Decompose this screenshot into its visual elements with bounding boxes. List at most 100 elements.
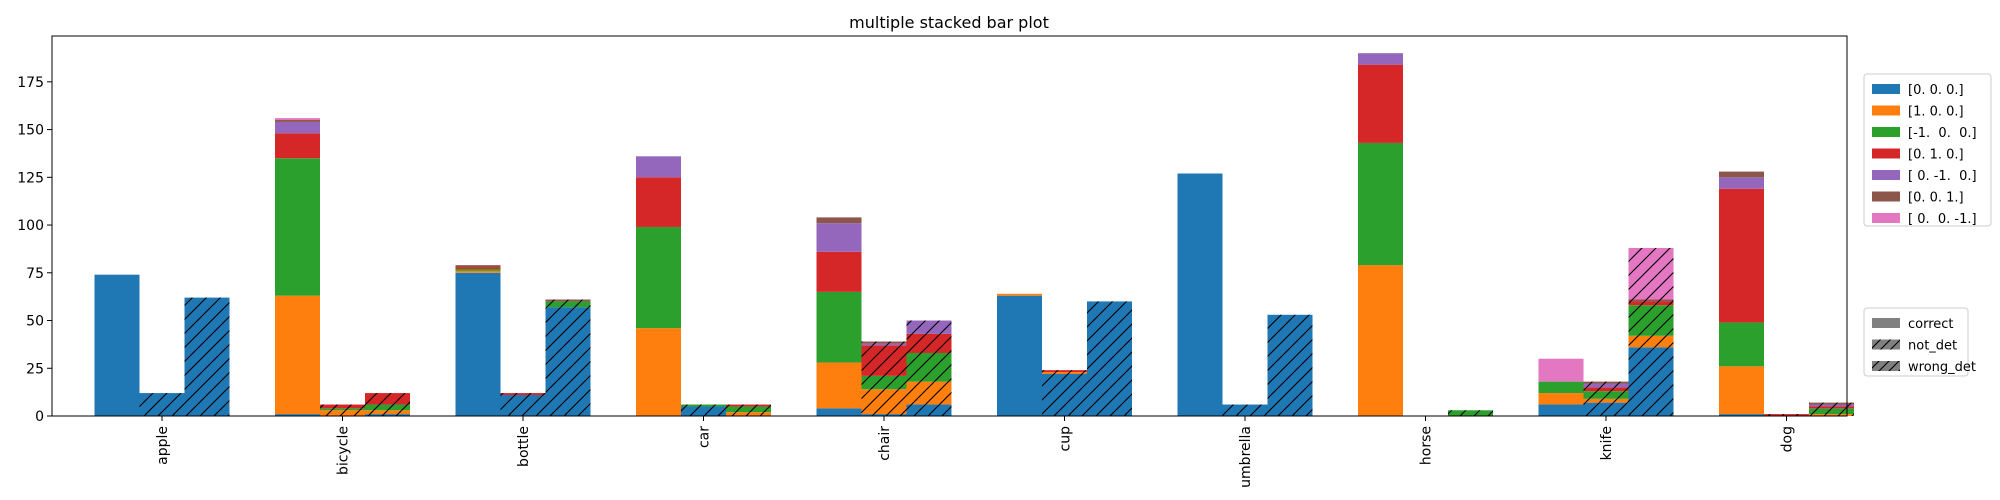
bar-knife-correct-series-0 [1538, 404, 1584, 416]
legend-group-label-not_det: not_det [1908, 339, 1957, 354]
bar-hatch-bottle-not_det-series-0 [500, 394, 546, 416]
bar-hatch-bicycle-not_det-series-3 [320, 404, 365, 409]
bar-hatch-dog-not_det-series-3 [1764, 414, 1809, 416]
bar-hatch-bottle-wrong_det-series-0 [545, 307, 591, 416]
legend-label-1: [1. 0. 0.] [1908, 105, 1964, 120]
bar-hatch-chair-not_det-series-0 [861, 414, 907, 416]
chart-title: multiple stacked bar plot [849, 13, 1049, 32]
bar-bottle-correct-series-3 [455, 267, 501, 269]
bar-bicycle-correct-series-1 [275, 295, 320, 415]
y-tick-label: 25 [26, 361, 44, 377]
bar-horse-correct-series-1 [1358, 265, 1403, 416]
bar-bottle-correct-series-1 [455, 270, 501, 273]
bar-car-correct-series-3 [636, 177, 681, 227]
bar-hatch-bicycle-wrong_det-series-0 [365, 414, 410, 416]
bar-hatch-knife-not_det-series-4 [1583, 383, 1629, 388]
bar-dog-correct-series-4 [1719, 177, 1764, 189]
legend-swatch-2 [1872, 127, 1900, 137]
bar-hatch-chair-wrong_det-series-2 [906, 352, 952, 382]
bar-hatch-knife-not_det-series-5 [1583, 381, 1629, 384]
bar-car-correct-series-2 [636, 226, 681, 329]
bar-hatch-knife-not_det-series-1 [1583, 398, 1629, 403]
bar-dog-correct-series-2 [1719, 322, 1764, 367]
bar-hatch-bicycle-wrong_det-series-1 [365, 410, 410, 415]
legend-group-swatch-correct [1872, 318, 1900, 328]
bar-dog-correct-series-0 [1719, 414, 1764, 416]
y-tick-label: 175 [17, 75, 44, 91]
bar-dog-correct-series-5 [1719, 171, 1764, 178]
legend-label-6: [ 0. 0. -1.] [1908, 212, 1977, 227]
bar-hatch-dog-wrong_det-series-4 [1809, 404, 1854, 407]
bar-hatch-bottle-wrong_det-series-5 [545, 299, 591, 302]
legend-label-0: [0. 0. 0.] [1908, 83, 1964, 98]
bar-bicycle-correct-series-2 [275, 158, 320, 296]
legend-label-4: [ 0. -1. 0.] [1908, 169, 1977, 184]
bar-hatch-bicycle-not_det-series-2 [320, 408, 365, 411]
bar-hatch-apple-not_det-series-0 [139, 393, 185, 416]
bar-cup-correct-series-1 [997, 293, 1042, 296]
bar-horse-correct-series-4 [1358, 53, 1403, 65]
legend-swatch-0 [1872, 84, 1900, 94]
bar-bicycle-correct-series-4 [275, 121, 320, 134]
y-tick-label: 150 [17, 123, 44, 139]
bar-dog-correct-series-1 [1719, 366, 1764, 415]
legend-group-label-correct: correct [1908, 317, 1954, 332]
legend-label-5: [0. 0. 1.] [1908, 191, 1964, 206]
bar-bottle-correct-series-2 [455, 268, 501, 271]
bar-hatch-knife-not_det-series-2 [1583, 391, 1629, 399]
legend-label-2: [-1. 0. 0.] [1908, 126, 1977, 141]
legend-swatch-6 [1872, 213, 1900, 223]
x-tick-label-bicycle: bicycle [336, 426, 352, 475]
bar-hatch-chair-not_det-series-2 [861, 375, 907, 390]
bar-hatch-cup-not_det-series-1 [1042, 372, 1087, 374]
bar-hatch-chair-not_det-series-4 [861, 343, 907, 346]
x-tick-label-bottle: bottle [516, 426, 532, 467]
bar-hatch-chair-not_det-series-3 [861, 345, 907, 376]
bar-car-correct-series-4 [636, 156, 681, 178]
bar-knife-correct-series-1 [1538, 393, 1584, 405]
bar-hatch-dog-wrong_det-series-5 [1809, 402, 1854, 405]
bar-knife-correct-series-2 [1538, 381, 1584, 394]
bar-hatch-chair-not_det-series-1 [861, 389, 907, 415]
y-tick-label: 125 [17, 170, 44, 186]
x-tick-label-cup: cup [1058, 426, 1074, 452]
legend-group-hatch-not_det [1872, 339, 1900, 350]
legend-series: [0. 0. 0.] [1. 0. 0.] [-1. 0. 0.] [0. 1. 0.… [1863, 73, 1992, 227]
bar-chair-correct-series-5 [816, 217, 862, 224]
x-tick-label-apple: apple [155, 426, 171, 465]
bar-hatch-dog-wrong_det-series-2 [1809, 408, 1854, 415]
bar-chair-correct-series-4 [816, 223, 862, 252]
x-tick-label-knife: knife [1599, 426, 1615, 460]
bar-hatch-chair-wrong_det-series-1 [906, 381, 952, 405]
legend-groups: correct not_det wrong_det [1863, 307, 1976, 377]
bar-hatch-knife-wrong_det-series-3 [1628, 301, 1674, 306]
legend-swatch-1 [1872, 105, 1900, 116]
bar-apple-correct-series-0 [94, 274, 140, 416]
bar-hatch-chair-wrong_det-series-0 [906, 404, 952, 416]
x-tick-label-car: car [697, 426, 713, 448]
bar-hatch-car-wrong_det-series-3 [726, 404, 771, 407]
y-tick-label: 50 [26, 314, 44, 330]
bar-hatch-umbrella-not_det-series-0 [1222, 404, 1268, 416]
bar-chair-correct-series-1 [816, 362, 862, 409]
bar-chair-correct-series-2 [816, 291, 862, 363]
bar-hatch-cup-not_det-series-3 [1042, 370, 1087, 373]
bar-hatch-car-not_det-series-2 [681, 404, 726, 407]
bar-hatch-knife-wrong_det-series-0 [1628, 347, 1674, 416]
bar-bottle-correct-series-0 [455, 272, 501, 416]
y-tick-label: 100 [17, 218, 44, 234]
bar-hatch-cup-not_det-series-0 [1042, 373, 1087, 416]
bar-cup-correct-series-0 [997, 295, 1042, 416]
bar-hatch-knife-wrong_det-series-1 [1628, 335, 1674, 348]
bar-hatch-chair-wrong_det-series-3 [906, 333, 952, 353]
x-tick-label-horse: horse [1419, 426, 1435, 465]
x-tick-label-umbrella: umbrella [1238, 426, 1254, 488]
bar-hatch-bottle-wrong_det-series-2 [545, 301, 591, 308]
bar-car-correct-series-1 [636, 328, 681, 416]
bar-hatch-bicycle-not_det-series-1 [320, 410, 365, 416]
y-tick-label: 0 [35, 409, 44, 425]
bar-hatch-car-wrong_det-series-1 [726, 412, 771, 416]
legend-swatch-5 [1872, 191, 1900, 202]
bar-hatch-knife-wrong_det-series-5 [1628, 299, 1674, 302]
